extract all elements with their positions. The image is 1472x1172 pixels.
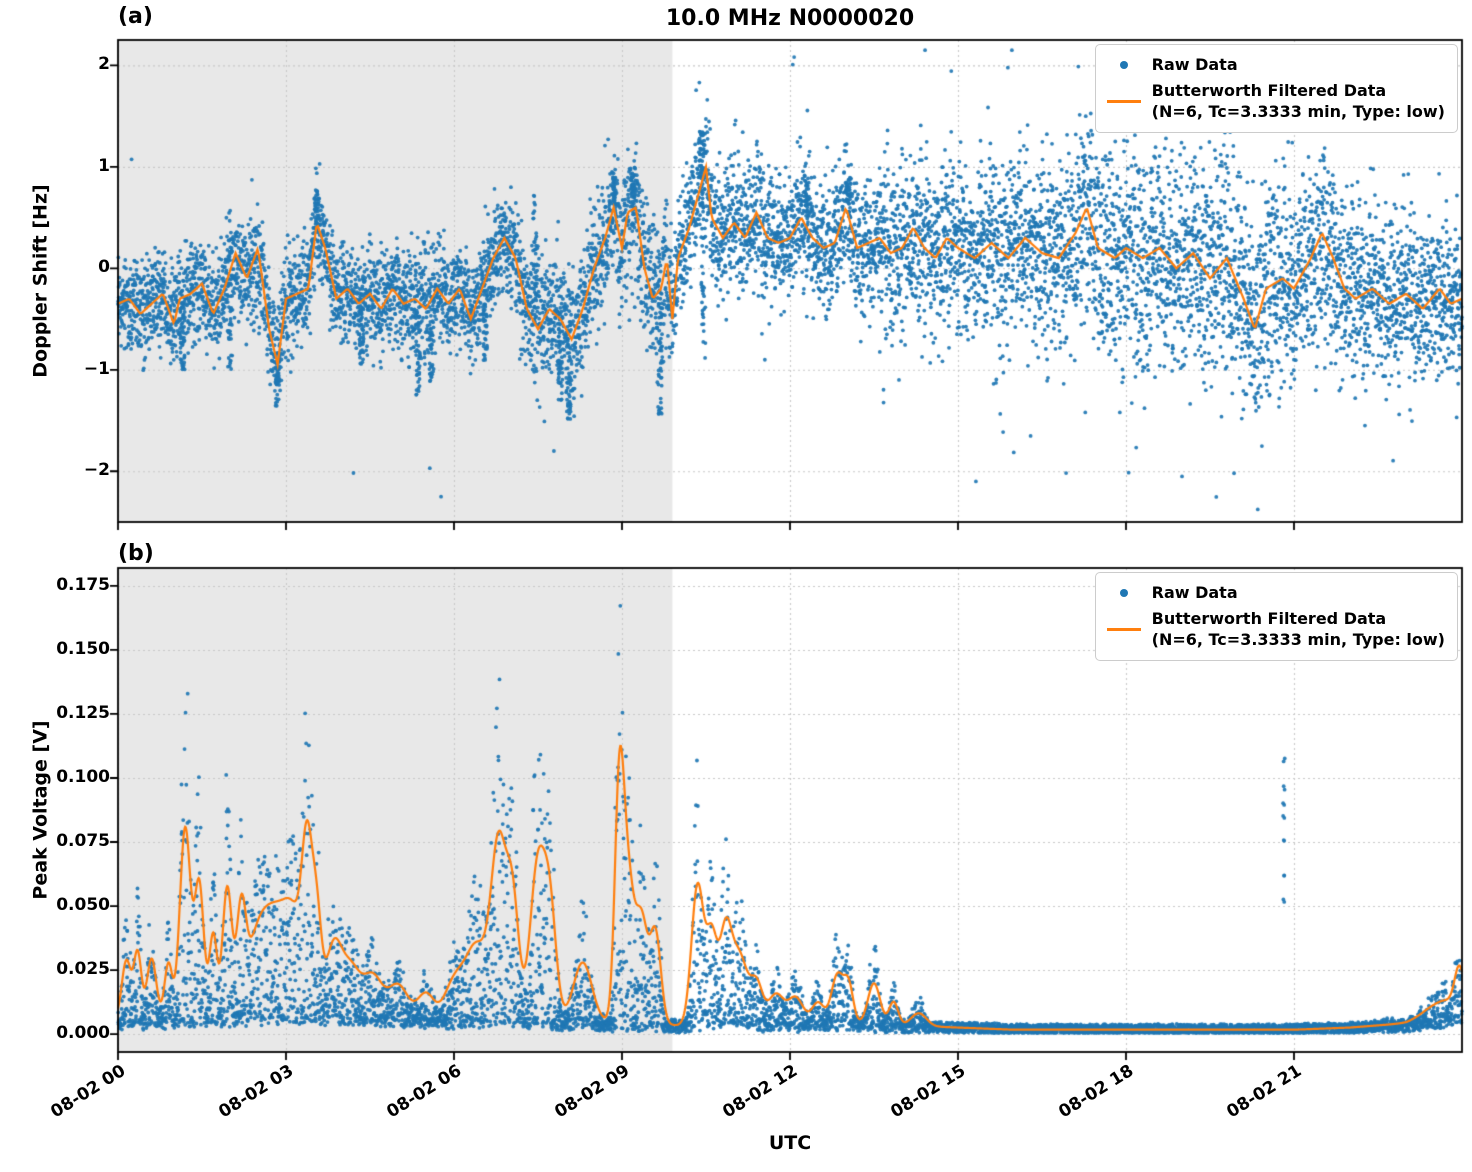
raw-data-marker-icon <box>1119 588 1128 597</box>
y-axis-label-doppler-text: Doppler Shift [Hz] <box>30 184 52 378</box>
legend-row-filtered: Butterworth Filtered Data (N=6, Tc=3.333… <box>1106 78 1445 125</box>
y-tick-label: 0.175 <box>56 574 110 595</box>
legend-row-filtered: Butterworth Filtered Data (N=6, Tc=3.333… <box>1106 606 1445 653</box>
legend-filtered-block: Butterworth Filtered Data (N=6, Tc=3.333… <box>1152 80 1445 123</box>
legend-handle <box>1106 627 1142 631</box>
filtered-line-marker-icon <box>1106 627 1141 631</box>
x-axis-label: UTC <box>768 1132 812 1154</box>
legend-handle <box>1106 588 1142 597</box>
panel-b-label: (b) <box>118 541 154 566</box>
legend-row-raw: Raw Data <box>1106 52 1445 78</box>
legend-filtered-label: Butterworth Filtered Data <box>1151 608 1387 628</box>
panel-a-label: (a) <box>118 4 153 29</box>
legend-handle <box>1106 60 1142 69</box>
legend-row-raw: Raw Data <box>1106 580 1445 606</box>
legend-raw-label: Raw Data <box>1151 583 1238 602</box>
chart-title: 10.0 MHz N0000020 <box>665 6 915 31</box>
y-tick-label: 0.000 <box>56 1023 110 1044</box>
legend-handle <box>1106 99 1142 103</box>
y-tick-label: −1 <box>83 358 110 379</box>
legend-panel-b: Raw Data Butterworth Filtered Data (N=6,… <box>1094 572 1458 661</box>
y-tick-label: 1 <box>98 155 110 176</box>
legend-filtered-sublabel: (N=6, Tc=3.3333 min, Type: low) <box>1151 630 1445 650</box>
raw-data-marker-icon <box>1119 60 1128 69</box>
y-tick-label: 0.125 <box>56 702 110 723</box>
y-tick-label: 0.075 <box>56 831 110 851</box>
legend-raw-label: Raw Data <box>1151 55 1238 74</box>
y-tick-label: 2 <box>98 54 110 75</box>
y-axis-label-doppler: Doppler Shift [Hz] <box>28 40 54 522</box>
legend-filtered-sublabel: (N=6, Tc=3.3333 min, Type: low) <box>1151 102 1445 122</box>
legend-panel-a: Raw Data Butterworth Filtered Data (N=6,… <box>1094 44 1458 133</box>
y-tick-label: 0.050 <box>56 895 110 916</box>
legend-filtered-block: Butterworth Filtered Data (N=6, Tc=3.333… <box>1152 608 1445 651</box>
y-tick-label: −2 <box>83 460 110 481</box>
filtered-line-marker-icon <box>1106 99 1141 103</box>
legend-filtered-label: Butterworth Filtered Data <box>1151 80 1387 100</box>
y-tick-label: 0.150 <box>56 638 110 659</box>
y-tick-label: 0.025 <box>56 959 110 980</box>
y-tick-label: 0.100 <box>56 766 110 787</box>
y-tick-label: 0 <box>98 257 110 278</box>
y-axis-label-voltage-text: Peak Voltage [V] <box>30 720 53 900</box>
